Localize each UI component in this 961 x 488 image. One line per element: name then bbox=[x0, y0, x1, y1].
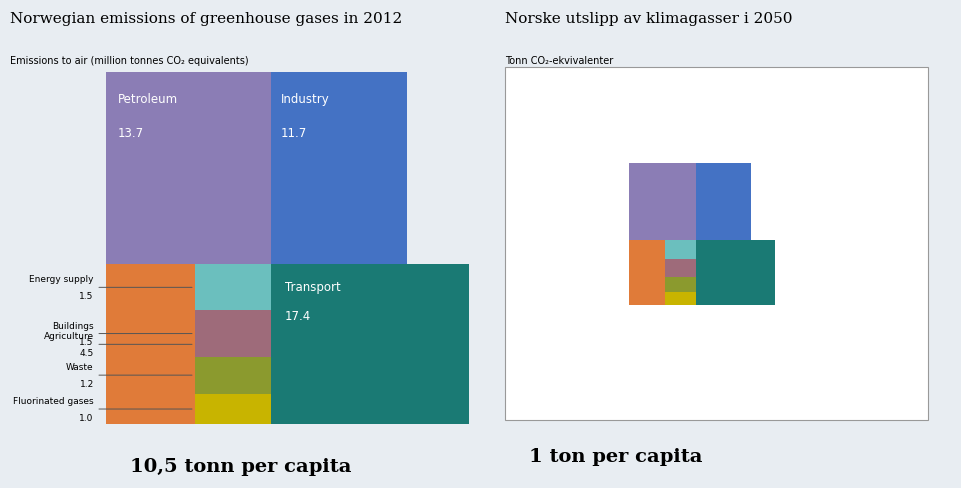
Bar bbox=[106, 73, 271, 264]
Text: 1.5: 1.5 bbox=[80, 338, 93, 347]
Text: Norwegian emissions of greenhouse gases in 2012: Norwegian emissions of greenhouse gases … bbox=[10, 12, 402, 26]
Bar bbox=[628, 163, 695, 241]
Bar bbox=[194, 394, 271, 425]
Text: 1.0: 1.0 bbox=[80, 413, 93, 422]
Text: Buildings: Buildings bbox=[52, 321, 93, 330]
Text: Petroleum: Petroleum bbox=[117, 92, 178, 105]
Bar bbox=[664, 241, 695, 259]
Bar bbox=[194, 311, 271, 357]
Text: 1.2: 1.2 bbox=[80, 379, 93, 388]
Bar bbox=[664, 278, 695, 293]
Text: Agriculture: Agriculture bbox=[43, 332, 93, 341]
Bar bbox=[664, 259, 695, 278]
Text: 1 ton per capita: 1 ton per capita bbox=[529, 447, 702, 465]
Text: Emissions to air (million tonnes CO₂ equivalents): Emissions to air (million tonnes CO₂ equ… bbox=[10, 56, 248, 66]
Text: 4.5: 4.5 bbox=[80, 348, 93, 358]
Text: 11.7: 11.7 bbox=[281, 127, 307, 140]
Bar bbox=[271, 73, 407, 264]
Bar bbox=[695, 163, 750, 241]
Bar bbox=[664, 293, 695, 305]
Text: Transport: Transport bbox=[284, 281, 340, 294]
Text: Waste: Waste bbox=[66, 363, 93, 371]
Bar bbox=[194, 357, 271, 394]
Text: Industry: Industry bbox=[281, 92, 329, 105]
Bar bbox=[628, 241, 664, 305]
Text: 13.7: 13.7 bbox=[117, 127, 143, 140]
Text: 17.4: 17.4 bbox=[284, 309, 310, 323]
Bar bbox=[271, 264, 468, 425]
Bar bbox=[194, 264, 271, 311]
Text: Fluorinated gases: Fluorinated gases bbox=[13, 396, 93, 405]
Text: Norske utslipp av klimagasser i 2050: Norske utslipp av klimagasser i 2050 bbox=[505, 12, 792, 26]
Bar bbox=[695, 241, 775, 305]
Text: 10,5 tonn per capita: 10,5 tonn per capita bbox=[130, 457, 351, 475]
Text: 1.5: 1.5 bbox=[80, 292, 93, 301]
Text: Energy supply: Energy supply bbox=[29, 275, 93, 284]
Bar bbox=[106, 264, 194, 425]
Text: Tonn CO₂-ekvivalenter: Tonn CO₂-ekvivalenter bbox=[505, 56, 613, 66]
Bar bbox=[505, 68, 927, 420]
